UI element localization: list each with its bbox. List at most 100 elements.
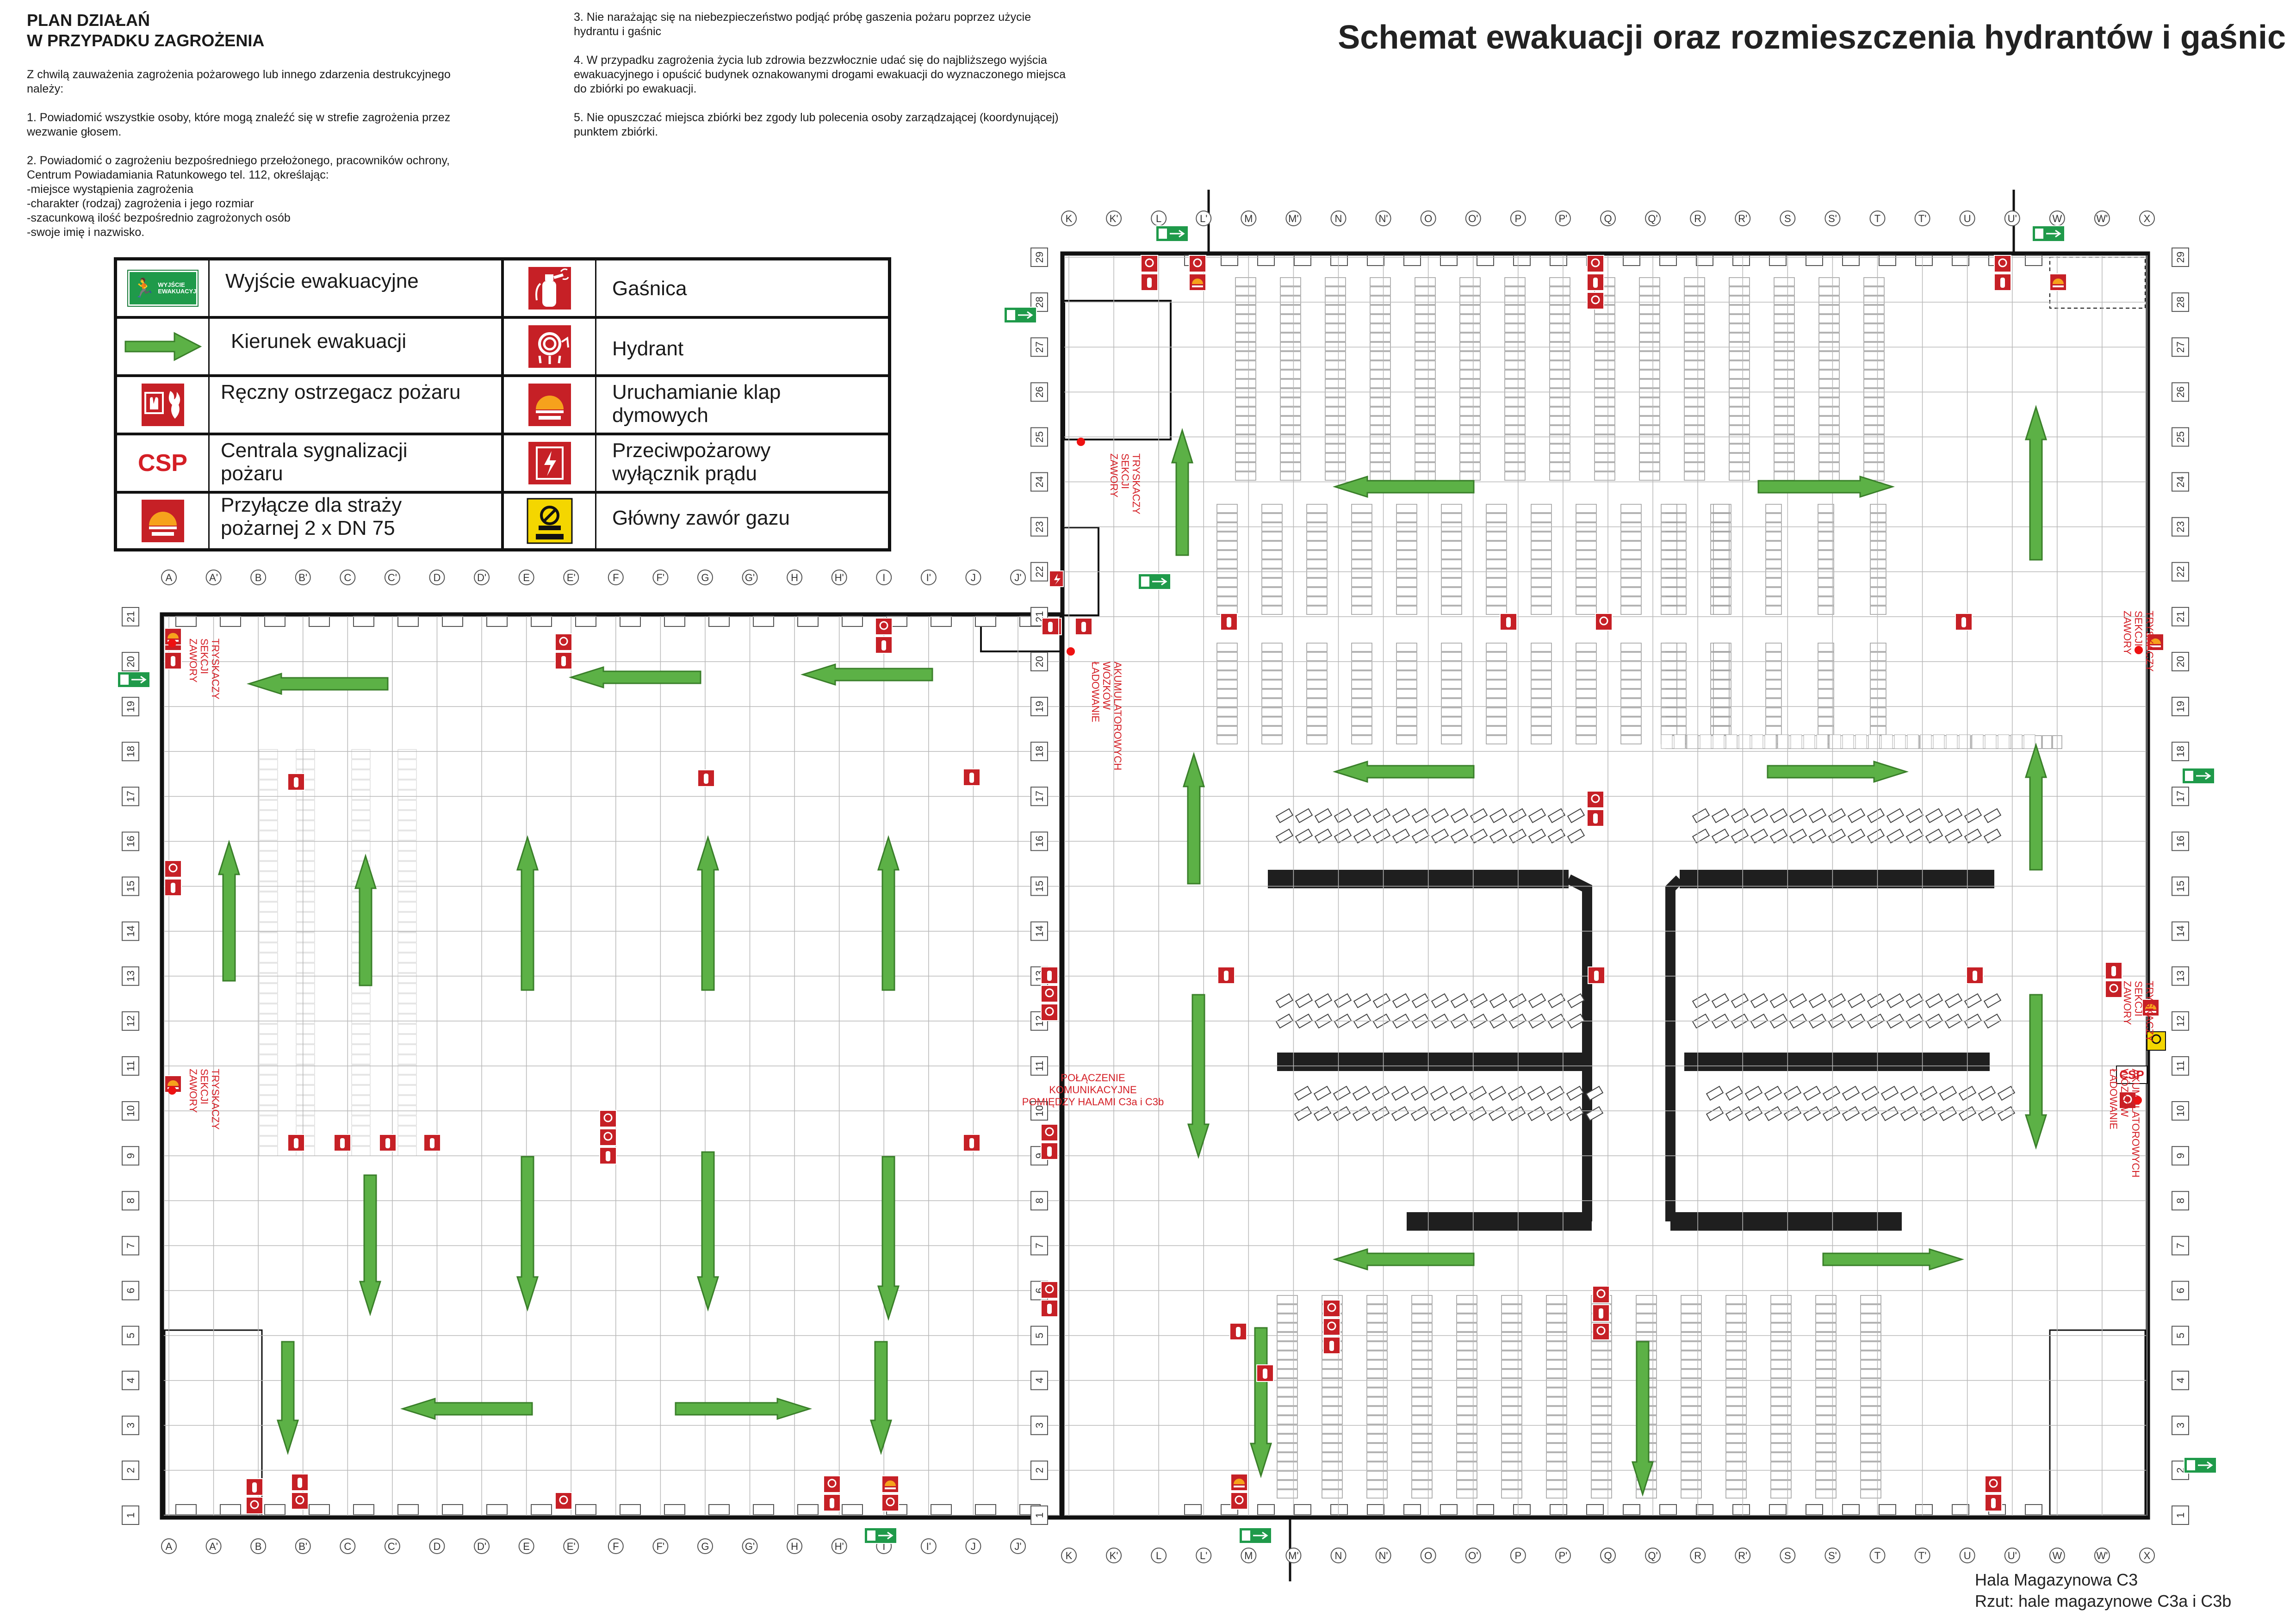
- legend-item-callpoint: Ręczny ostrzegacz pożaru: [116, 376, 503, 434]
- rack-bay: [1501, 1313, 1522, 1323]
- rack-bay: [259, 759, 278, 769]
- rack-bay: [1280, 425, 1301, 434]
- plan-step-4: 4. W przypadku zagrożenia życia lub zdro…: [574, 53, 1175, 96]
- wall-bay: [486, 616, 508, 627]
- grid-column-label: Q: [1600, 1548, 1616, 1563]
- rack-bay: [1815, 1350, 1837, 1360]
- rack-bay: [1531, 698, 1552, 707]
- rack-bay: [1415, 453, 1436, 462]
- wall-bay: [1221, 255, 1238, 266]
- grid-row-label: 15: [122, 876, 139, 896]
- rack-bay: [1594, 416, 1615, 425]
- rack-bay: [1325, 379, 1346, 388]
- rack-bay: [1322, 1452, 1343, 1462]
- grid-label-text: G': [745, 572, 755, 583]
- rack-bay: [1261, 596, 1283, 606]
- grid-label-text: M': [1288, 1550, 1299, 1561]
- rack-bay: [1661, 550, 1677, 559]
- rack-bay: [397, 1136, 417, 1146]
- picking-station: [1789, 808, 1807, 824]
- grid-column-label: K': [1106, 1548, 1122, 1563]
- exit-sign-icon: [1239, 1527, 1272, 1544]
- rack-bay: [296, 830, 315, 841]
- wall-bay: [1184, 1504, 1202, 1515]
- rack-bay: [1765, 707, 1782, 717]
- sign-plate: [1592, 1286, 1610, 1303]
- rack-bay: [351, 830, 371, 841]
- rack-bay: [1396, 680, 1417, 689]
- grid-label-text: P': [1558, 1550, 1567, 1561]
- evacuation-arrow-icon: [359, 1174, 382, 1317]
- rack-bay: [1459, 462, 1481, 471]
- picking-station: [1430, 1085, 1448, 1101]
- picking-station: [1925, 828, 1943, 844]
- vent-bar: [2150, 645, 2161, 647]
- plan-step-line: 3. Nie narażając się na niebezpieczeństw…: [574, 11, 1031, 24]
- rack-bay: [1441, 680, 1462, 689]
- rack-bay: [1306, 504, 1328, 513]
- rack-bay: [1531, 670, 1552, 680]
- rack-bay: [1591, 1480, 1612, 1489]
- grid-row-label: 10: [122, 1101, 139, 1121]
- grid-label-text: W': [2096, 213, 2108, 224]
- grid-bubble: [652, 1538, 669, 1554]
- rack-bay: [1870, 652, 1886, 661]
- grid-row-label: 17: [122, 787, 139, 806]
- note-line: POMIĘDZY HALAMI C3a i C3b: [1022, 1096, 1164, 1108]
- grid-bubble: [1959, 1548, 1975, 1563]
- fire-extinguisher-icon: [287, 773, 305, 791]
- rack-bay: [1770, 1295, 1792, 1304]
- rack-bay: [296, 810, 315, 820]
- picking-station: [1880, 1106, 1899, 1121]
- picking-station: [1905, 828, 1924, 844]
- exit-arrow: [131, 675, 147, 684]
- grid-bubble: [1735, 1548, 1751, 1563]
- rack-bay: [259, 942, 278, 953]
- rack-bay: [1661, 587, 1677, 596]
- picking-station: [1371, 1085, 1390, 1101]
- grid-column-label: T: [1869, 211, 1886, 226]
- grid-column-label: U': [2004, 1548, 2020, 1563]
- picking-station: [1886, 993, 1905, 1009]
- grid-bubble: [2172, 337, 2189, 357]
- rack-row: [1713, 643, 1730, 744]
- rack-bay: [1531, 689, 1552, 698]
- rack-bay: [1235, 397, 1256, 407]
- rack-bay: [1765, 541, 1782, 550]
- rack-bay: [1411, 1489, 1433, 1499]
- grid-bubble: [122, 1236, 139, 1256]
- grid-label-text: 9: [125, 1153, 137, 1158]
- battery-charging-note-2: ŁADOWANIE WÓZKÓW AKUMULATOROWYCH: [2108, 1069, 2141, 1177]
- rack-bay: [296, 1075, 315, 1085]
- rack-bay: [1774, 323, 1795, 333]
- rack-bay: [1411, 1350, 1433, 1360]
- rack-bay: [1684, 425, 1705, 434]
- grid-column-label: N: [1330, 211, 1347, 226]
- rack-bay: [1661, 734, 1673, 749]
- grid-label-text: U': [2008, 1550, 2017, 1561]
- grid-column-label: O': [1465, 211, 1481, 226]
- rack-bay: [1639, 296, 1660, 305]
- grid-label-text: R: [1694, 213, 1701, 224]
- grid-label-text: 7: [125, 1243, 137, 1248]
- rack-bay: [1818, 453, 1840, 462]
- rack-bay: [1370, 444, 1391, 453]
- plan-heading: PLAN DZIAŁAŃ W PRZYPADKU ZAGROŻENIA: [27, 10, 264, 51]
- rack-bay: [1765, 689, 1782, 698]
- rack-bay: [1456, 1489, 1477, 1499]
- rack-bay: [1725, 734, 1738, 749]
- legend-item-extinguisher: Gaśnica: [503, 259, 889, 317]
- wall-bay: [931, 1504, 952, 1515]
- fire-extinguisher-icon: [1588, 966, 1605, 984]
- rack-bay: [1459, 314, 1481, 323]
- vent-bar: [885, 1487, 896, 1489]
- rack-bay: [1870, 559, 1886, 569]
- rack-bay: [1235, 286, 1256, 296]
- rack-bay: [397, 820, 417, 830]
- rack-bay: [1636, 1489, 1657, 1499]
- rack-bay: [397, 1085, 417, 1095]
- grid-column-label: S': [1824, 211, 1841, 226]
- grid-column-label: H: [787, 570, 803, 585]
- rack-bay: [1777, 734, 1789, 749]
- picking-station: [1546, 1085, 1565, 1101]
